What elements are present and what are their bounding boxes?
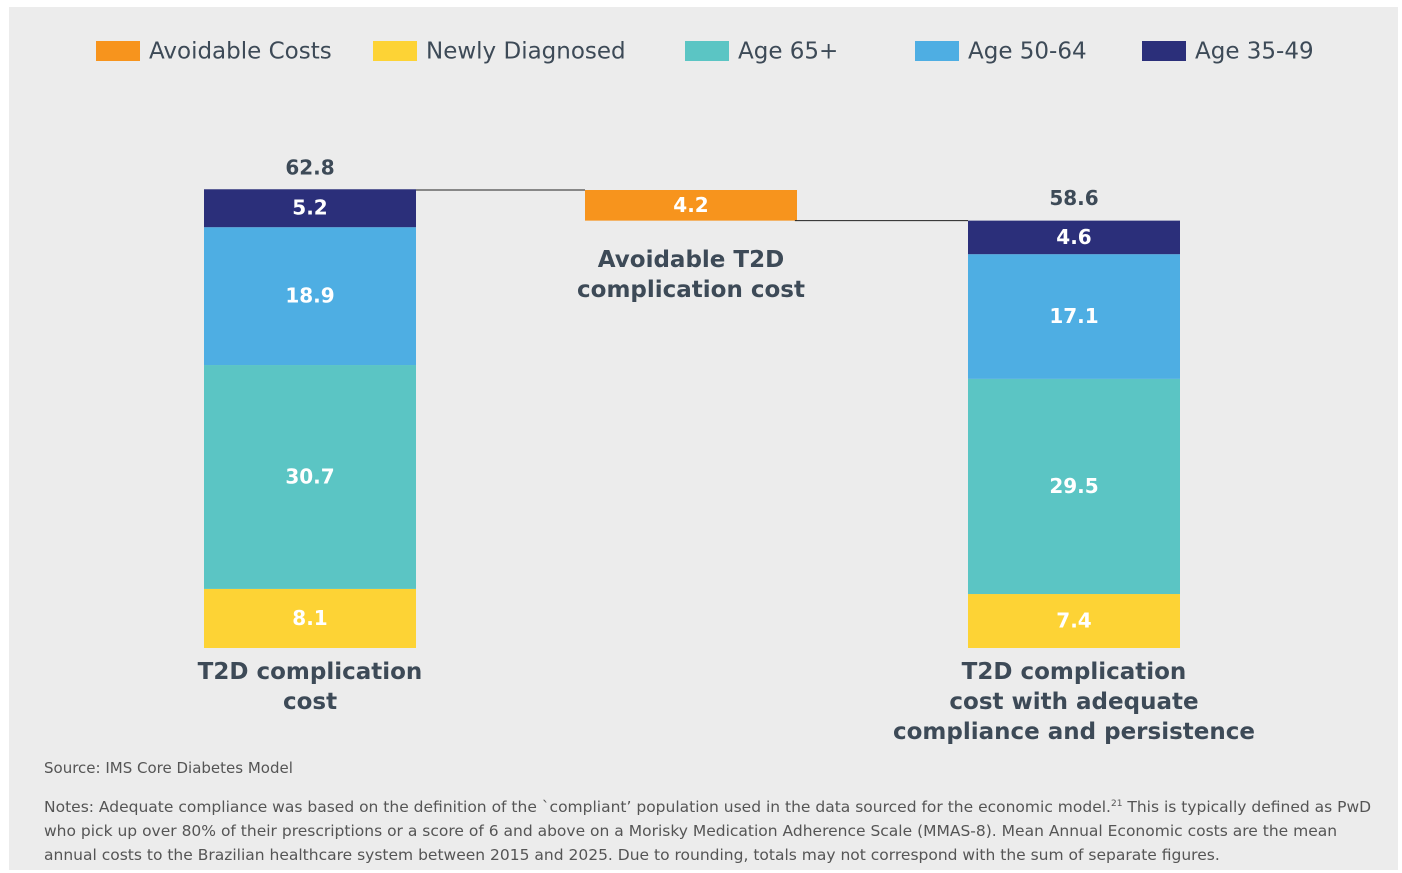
bar-segment <box>204 365 416 589</box>
notes: Notes: Adequate compliance was based on … <box>44 792 1374 867</box>
bar-segment <box>204 189 416 228</box>
notes-text: Notes: Adequate compliance was based on … <box>44 798 1111 816</box>
bar-segment <box>968 220 1180 255</box>
bar-segment <box>968 254 1180 379</box>
value-label: 29.5 <box>1049 474 1098 498</box>
bar-segment <box>585 190 797 221</box>
value-label: 4.6 <box>1056 225 1091 249</box>
legend-swatch <box>1142 41 1186 61</box>
legend-label: Age 50-64 <box>968 39 1087 65</box>
value-label: 4.2 <box>673 193 708 217</box>
value-label: 18.9 <box>285 284 334 308</box>
value-label: 8.1 <box>292 606 327 630</box>
legend-label: Avoidable Costs <box>149 39 332 65</box>
legend-swatch <box>685 41 729 61</box>
legend-label: Age 65+ <box>738 39 838 65</box>
category-label: T2D complication cost <box>197 659 423 715</box>
bar-segment <box>968 594 1180 648</box>
legend-label: Newly Diagnosed <box>426 39 626 65</box>
legend-label: Age 35-49 <box>1195 39 1314 65</box>
total-label: 62.8 <box>285 156 334 180</box>
value-label: 5.2 <box>292 196 327 220</box>
notes-ref: 21 <box>1110 799 1123 809</box>
total-label: 58.6 <box>1049 186 1098 210</box>
notes-rest: This is typically defined as PwD who pic… <box>44 798 1372 864</box>
value-label: 7.4 <box>1056 609 1091 633</box>
bar-segment <box>204 227 416 366</box>
value-label: 17.1 <box>1049 304 1098 328</box>
legend-swatch <box>96 41 140 61</box>
source: Source: IMS Core Diabetes Model <box>44 759 293 777</box>
legend-swatch <box>373 41 417 61</box>
bar-segment <box>968 378 1180 595</box>
category-label: T2D complication cost with adequate comp… <box>892 659 1255 745</box>
legend-swatch <box>915 41 959 61</box>
value-label: 30.7 <box>285 464 334 488</box>
bar-segment <box>204 588 416 648</box>
category-label: Avoidable T2D complication cost <box>577 246 805 303</box>
